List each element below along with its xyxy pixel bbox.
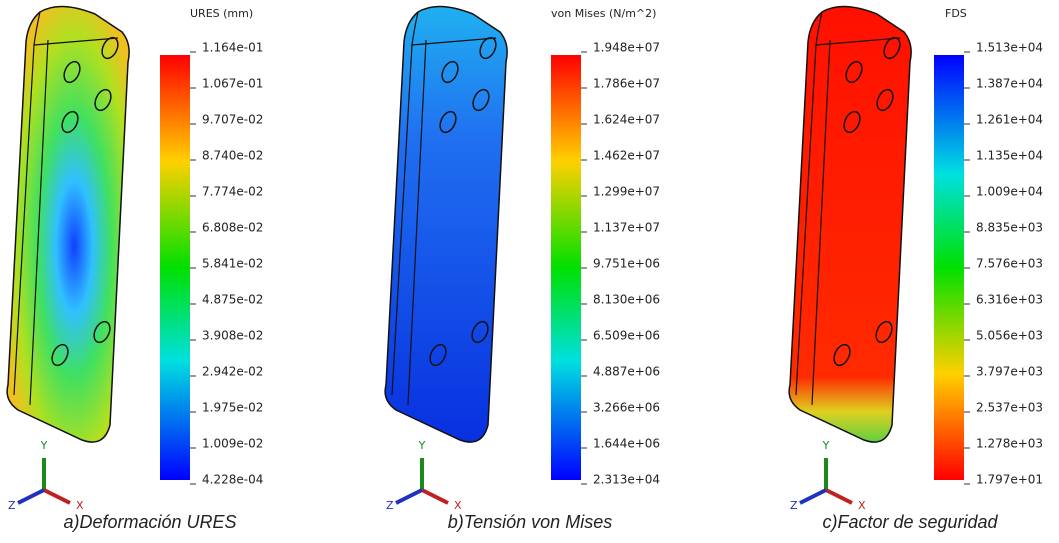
tick-label: 1.261e+04: [976, 113, 1043, 127]
panel: Y X Z: [789, 6, 911, 512]
tick-label: 2.942e-02: [202, 365, 263, 379]
tick-label: 4.887e+06: [593, 365, 660, 379]
caption: b)Tensión von Mises: [448, 512, 612, 532]
tick-label: 1.975e-02: [202, 401, 263, 415]
tick-label: 1.299e+07: [593, 185, 660, 199]
tick-label: 1.513e+04: [976, 41, 1043, 55]
colorbar: [934, 55, 964, 480]
axis-label: Y: [418, 439, 426, 452]
axis-label: X: [858, 499, 866, 512]
axis-x: [826, 490, 852, 503]
tick-label: 1.164e-01: [202, 41, 263, 55]
axis-z: [800, 490, 826, 503]
tick-label: 7.774e-02: [202, 185, 263, 199]
colorbar-title: von Mises (N/m^2): [551, 7, 656, 20]
tick-label: 1.624e+07: [593, 113, 660, 127]
tick-label: 8.740e-02: [202, 149, 263, 163]
tick-label: 2.537e+03: [976, 401, 1043, 415]
tick-label: 3.797e+03: [976, 365, 1043, 379]
colorbar: [551, 55, 581, 480]
axis-x: [44, 490, 70, 503]
tick-label: 1.387e+04: [976, 77, 1043, 91]
tick-label: 1.067e-01: [202, 77, 263, 91]
tick-label: 5.841e-02: [202, 257, 263, 271]
tick-label: 1.009e+04: [976, 185, 1043, 199]
tick-label: 5.056e+03: [976, 329, 1043, 343]
tick-label: 6.808e-02: [202, 221, 263, 235]
tick-label: 3.266e+06: [593, 401, 660, 415]
tick-label: 6.509e+06: [593, 329, 660, 343]
tick-label: 9.751e+06: [593, 257, 660, 271]
panel: Y X Z: [7, 6, 129, 512]
part-body: [7, 6, 129, 442]
caption: a)Deformación URES: [63, 512, 236, 532]
colorbar: [160, 55, 190, 480]
axis-z: [396, 490, 422, 503]
tick-label: 1.009e-02: [202, 437, 263, 451]
tick-label: 8.130e+06: [593, 293, 660, 307]
axis-label: Y: [822, 439, 830, 452]
tick-label: 1.135e+04: [976, 149, 1043, 163]
tick-label: 7.576e+03: [976, 257, 1043, 271]
axis-x: [422, 490, 448, 503]
part-body: [385, 6, 507, 442]
axis-label: X: [454, 499, 462, 512]
tick-label: 1.278e+03: [976, 437, 1043, 451]
tick-label: 1.644e+06: [593, 437, 660, 451]
tick-label: 1.948e+07: [593, 41, 660, 55]
tick-label: 2.313e+04: [593, 473, 660, 487]
tick-label: 4.875e-02: [202, 293, 263, 307]
axis-label: Z: [386, 499, 394, 512]
axis-label: Z: [790, 499, 798, 512]
axis-label: X: [76, 499, 84, 512]
tick-label: 1.462e+07: [593, 149, 660, 163]
tick-label: 9.707e-02: [202, 113, 263, 127]
tick-label: 6.316e+03: [976, 293, 1043, 307]
colorbar-title: FDS: [945, 7, 967, 20]
tick-label: 4.228e-04: [202, 473, 263, 487]
tick-label: 3.908e-02: [202, 329, 263, 343]
axis-label: Y: [40, 439, 48, 452]
tick-label: 8.835e+03: [976, 221, 1043, 235]
part-body: [789, 6, 911, 442]
panel: Y X Z: [385, 6, 507, 512]
axis-z: [18, 490, 44, 503]
figure: Y X Z URES (mm) 1.164e-01 1.067e-01 9.707e-02 8…: [0, 0, 1059, 539]
caption: c)Factor de seguridad: [822, 512, 998, 532]
tick-label: 1.137e+07: [593, 221, 660, 235]
tick-label: 1.786e+07: [593, 77, 660, 91]
tick-label: 1.797e+01: [976, 473, 1043, 487]
colorbar-title: URES (mm): [190, 7, 253, 20]
axis-label: Z: [8, 499, 16, 512]
